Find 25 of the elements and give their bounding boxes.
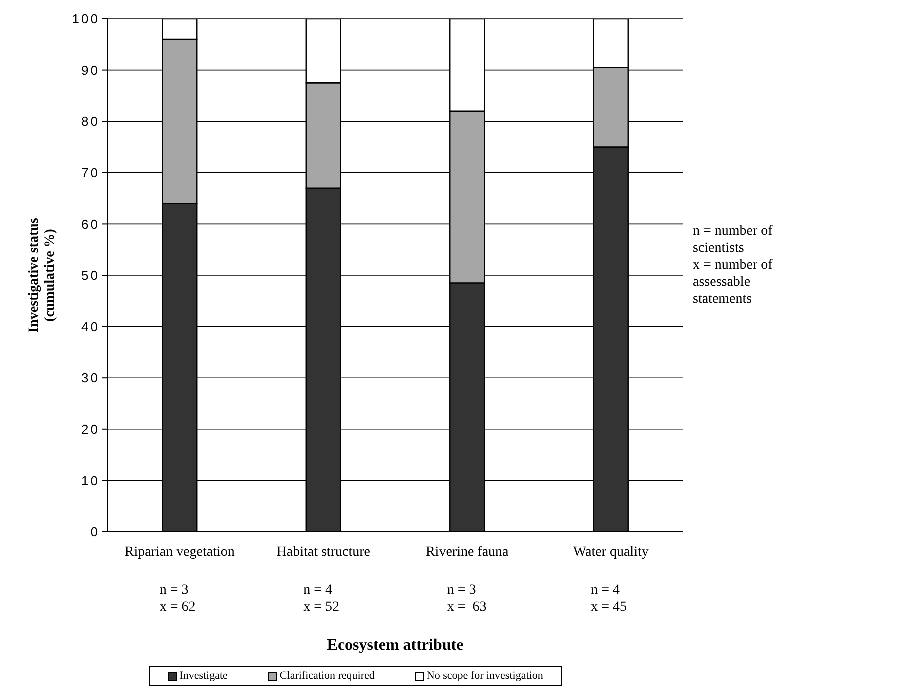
y-tick-label: 70 [82, 166, 100, 181]
y-tick-label: 90 [82, 62, 100, 78]
text: n = 4 x = 52 [304, 583, 340, 615]
y-tick-label: 80 [82, 114, 100, 130]
x-tick-label: Water quality [573, 545, 649, 560]
x-tick-label: Riverine fauna [426, 545, 510, 560]
y-tick-label: 10 [82, 473, 100, 488]
x-axis-title: Ecosystem attribute [327, 637, 464, 654]
legend-label: No scope for investigation [426, 670, 544, 682]
note-text: n = number of scientists x = number of assessable statements [693, 223, 774, 308]
text: n = 4 x = 45 [591, 583, 628, 615]
x-tick-label: Habitat structure [276, 545, 370, 560]
y-tick-label: 40 [82, 319, 100, 334]
y-tick-label: 60 [82, 216, 100, 232]
x-tick-label: Riparian vegetation [124, 545, 235, 560]
y-tick-label: 30 [82, 370, 100, 386]
legend-label: Investigate [178, 670, 228, 682]
text: n = 3 x = 63 [447, 583, 487, 615]
text: n = 3 x = 62 [160, 583, 196, 615]
y-tick-label: 50 [82, 268, 100, 284]
y-tick-label: 20 [82, 422, 100, 438]
y-tick-label: 100 [72, 12, 100, 27]
legend-label: Clarification required [278, 670, 375, 682]
y-tick-label: 0 [90, 524, 100, 540]
y-axis-title: Investigative status (cumulative %) [27, 218, 58, 333]
